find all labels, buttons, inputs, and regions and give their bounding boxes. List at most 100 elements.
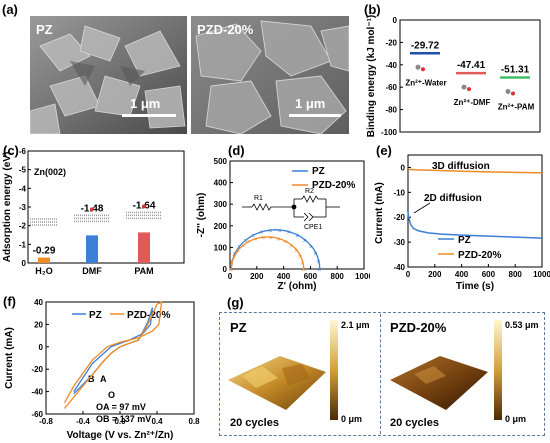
nyquist-marker: × <box>251 233 255 240</box>
nyquist-marker: × <box>268 228 272 235</box>
x-axis-label-e: Time (s) <box>456 281 494 292</box>
y-axis-label-b: Binding energy (kJ mol⁻¹) <box>366 15 377 138</box>
legend-d: PZ PZD-20% <box>292 166 355 191</box>
category-label-2: PAM <box>134 266 153 276</box>
category-label-0: H₂O <box>35 266 53 276</box>
nyquist-marker: × <box>254 236 258 243</box>
note-oa: OA = 97 mV <box>96 402 146 412</box>
nyquist-marker: × <box>229 267 233 274</box>
nyquist-curve-1 <box>230 236 305 270</box>
nyquist-marker: × <box>309 244 313 251</box>
colorbar-min-pz: 0 μm <box>341 414 362 424</box>
nyquist-marker: × <box>295 233 299 240</box>
y-tick-label-d: 100 <box>214 243 228 252</box>
x-tick-label-d: 800 <box>331 272 345 281</box>
x-tick-label-d: 200 <box>250 272 264 281</box>
panel-c-letter: (c) <box>3 143 19 158</box>
nyquist-marker: × <box>241 243 245 250</box>
nyquist-chart: (d) 0 100 200 300 400 500 0 200 400 600 800 1000 -… <box>196 143 370 292</box>
nyquist-marker: × <box>247 239 251 246</box>
energy-label-0: -29.72 <box>411 40 440 51</box>
nyquist-marker: × <box>237 244 241 251</box>
afm-surface-pzd <box>390 356 488 410</box>
panel-d-letter: (d) <box>228 143 245 158</box>
nyquist-marker: × <box>276 236 280 243</box>
energy-label-1: -47.41 <box>457 60 486 71</box>
nyquist-marker: × <box>230 260 234 267</box>
y-tick-label-f: -60 <box>31 410 43 419</box>
nyquist-marker: × <box>261 235 265 242</box>
x-ticks-f: -0.8 -0.4 0.0 0.4 0.8 <box>39 411 200 426</box>
afm-frame <box>219 312 545 436</box>
y-tick-label-e: -40 <box>393 263 405 272</box>
sem-texture-pzd <box>191 16 349 134</box>
y-axis-label-c: Adsorption energy (eV) <box>2 152 13 263</box>
nyquist-marker: × <box>300 260 304 267</box>
x-tick-label-d: 0 <box>228 272 233 281</box>
nyquist-marker: × <box>301 267 305 274</box>
colorbar-pzd <box>494 320 502 420</box>
legend-label-pzd-e: PZD-20% <box>458 250 501 261</box>
colorbar-pz <box>330 320 338 420</box>
molecule-atom <box>467 87 471 92</box>
plot-frame-b <box>399 19 541 133</box>
scale-label-pzd: 1 μm <box>295 96 326 111</box>
panel-b-letter: (b) <box>364 2 381 17</box>
y-tick-label-d: 400 <box>214 179 228 188</box>
cpe-element <box>303 212 309 222</box>
y-tick-label-e: 0 <box>401 163 406 172</box>
plot-frame-d <box>229 160 365 270</box>
series-d: ×××××× × × × × ×××××××××××× × × × × ×××××× <box>229 228 322 274</box>
y-tick-label-d: 0 <box>223 265 228 274</box>
nyquist-marker: × <box>313 251 317 258</box>
y-tick-label-f: 40 <box>34 298 43 307</box>
nyquist-marker: × <box>278 228 282 235</box>
legend-label-pz-f: PZ <box>89 310 102 321</box>
equivalent-circuit <box>242 195 340 222</box>
nyquist-marker: × <box>229 267 233 274</box>
y-axis-label-d: -Z'' (ohm) <box>196 193 207 238</box>
y-tick-label-f: 0 <box>39 343 44 352</box>
y-tick-label-b: -60 <box>385 83 397 92</box>
y-tick-label-e: -30 <box>393 238 405 247</box>
y-tick-label-c: -4 <box>19 184 27 193</box>
x-tick-label-f: 0.4 <box>151 417 163 426</box>
cv-curve-1 <box>63 300 163 409</box>
chart-title-c: Zn(002) <box>34 167 66 177</box>
afm-divider <box>380 314 381 434</box>
x-tick-label-d: 400 <box>277 272 291 281</box>
panel-e-letter: (e) <box>376 143 392 158</box>
x-axis-label-f: Voltage (V vs. Zn²⁺/Zn) <box>67 430 174 441</box>
legend-e: PZ PZD-20% <box>438 235 501 261</box>
y-tick-label-c: -3 <box>19 203 27 212</box>
x-tick-label-d: 1000 <box>355 272 370 281</box>
y-tick-label-b: -40 <box>385 61 397 70</box>
y-tick-label-b: -20 <box>385 38 397 47</box>
plot-frame-e <box>407 154 543 268</box>
y-tick-label-c: -5 <box>19 166 27 175</box>
x-tick-label-e: 400 <box>455 270 469 279</box>
legend-label-pz-d: PZ <box>312 166 325 177</box>
afm-label-pzd: PZD-20% <box>390 320 447 335</box>
nyquist-marker: × <box>316 259 320 266</box>
y-ticks-c: 0 -1 -2 -3 -4 -5 -6 <box>19 147 31 268</box>
circuit-label-r2: R2 <box>305 188 314 195</box>
y-tick-label-f: -20 <box>31 365 43 374</box>
resistor-r2 <box>301 195 319 203</box>
panel-g-letter: (g) <box>227 295 244 310</box>
note-ob: OB = 137 mV <box>96 414 151 424</box>
y-tick-label-b: -100 <box>381 128 398 137</box>
bar-1 <box>86 235 98 263</box>
legend-f: PZ PZD-20% <box>72 310 170 321</box>
sem-label-pz: PZ <box>36 22 53 37</box>
y-tick-label-d: 200 <box>214 222 228 231</box>
x-tick-label-e: 0 <box>406 270 411 279</box>
x-tick-label-e: 200 <box>428 270 442 279</box>
y-tick-label-e: -10 <box>393 188 405 197</box>
x-tick-label-e: 600 <box>482 270 496 279</box>
circuit-label-cpe: CPE1 <box>304 224 322 231</box>
colorbar-max-pz: 2.1 μm <box>341 320 370 330</box>
afm-surface-pz <box>228 356 326 410</box>
panel-a-letter: (a) <box>2 2 18 17</box>
afm-image-pz: PZ 20 cycles 2.1 μm 0 μm <box>228 320 370 429</box>
